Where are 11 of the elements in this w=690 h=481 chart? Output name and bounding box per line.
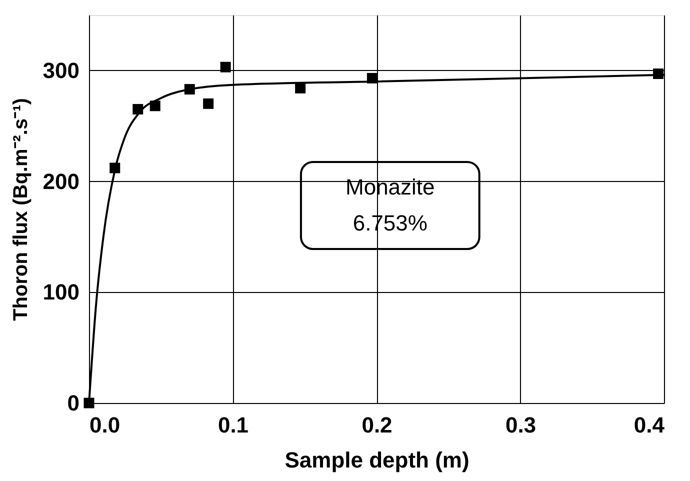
x-tick-label: 0.0 (90, 412, 120, 438)
y-tick-label: 0 (67, 390, 80, 416)
x-axis-title: Sample depth (m) (284, 448, 470, 472)
y-tick-label: 200 (42, 168, 80, 194)
y-tick-label: 300 (42, 58, 80, 83)
x-tick-label: 0.1 (218, 412, 249, 438)
y-tick-label: 100 (42, 280, 80, 305)
x-tick-label: 0.3 (505, 412, 536, 438)
x-tick-label: 0.2 (362, 412, 392, 438)
x-tick-label: 0.4 (634, 412, 666, 438)
y-axis-title: Thoron flux (Bq.m⁻².s⁻¹) (10, 98, 32, 321)
